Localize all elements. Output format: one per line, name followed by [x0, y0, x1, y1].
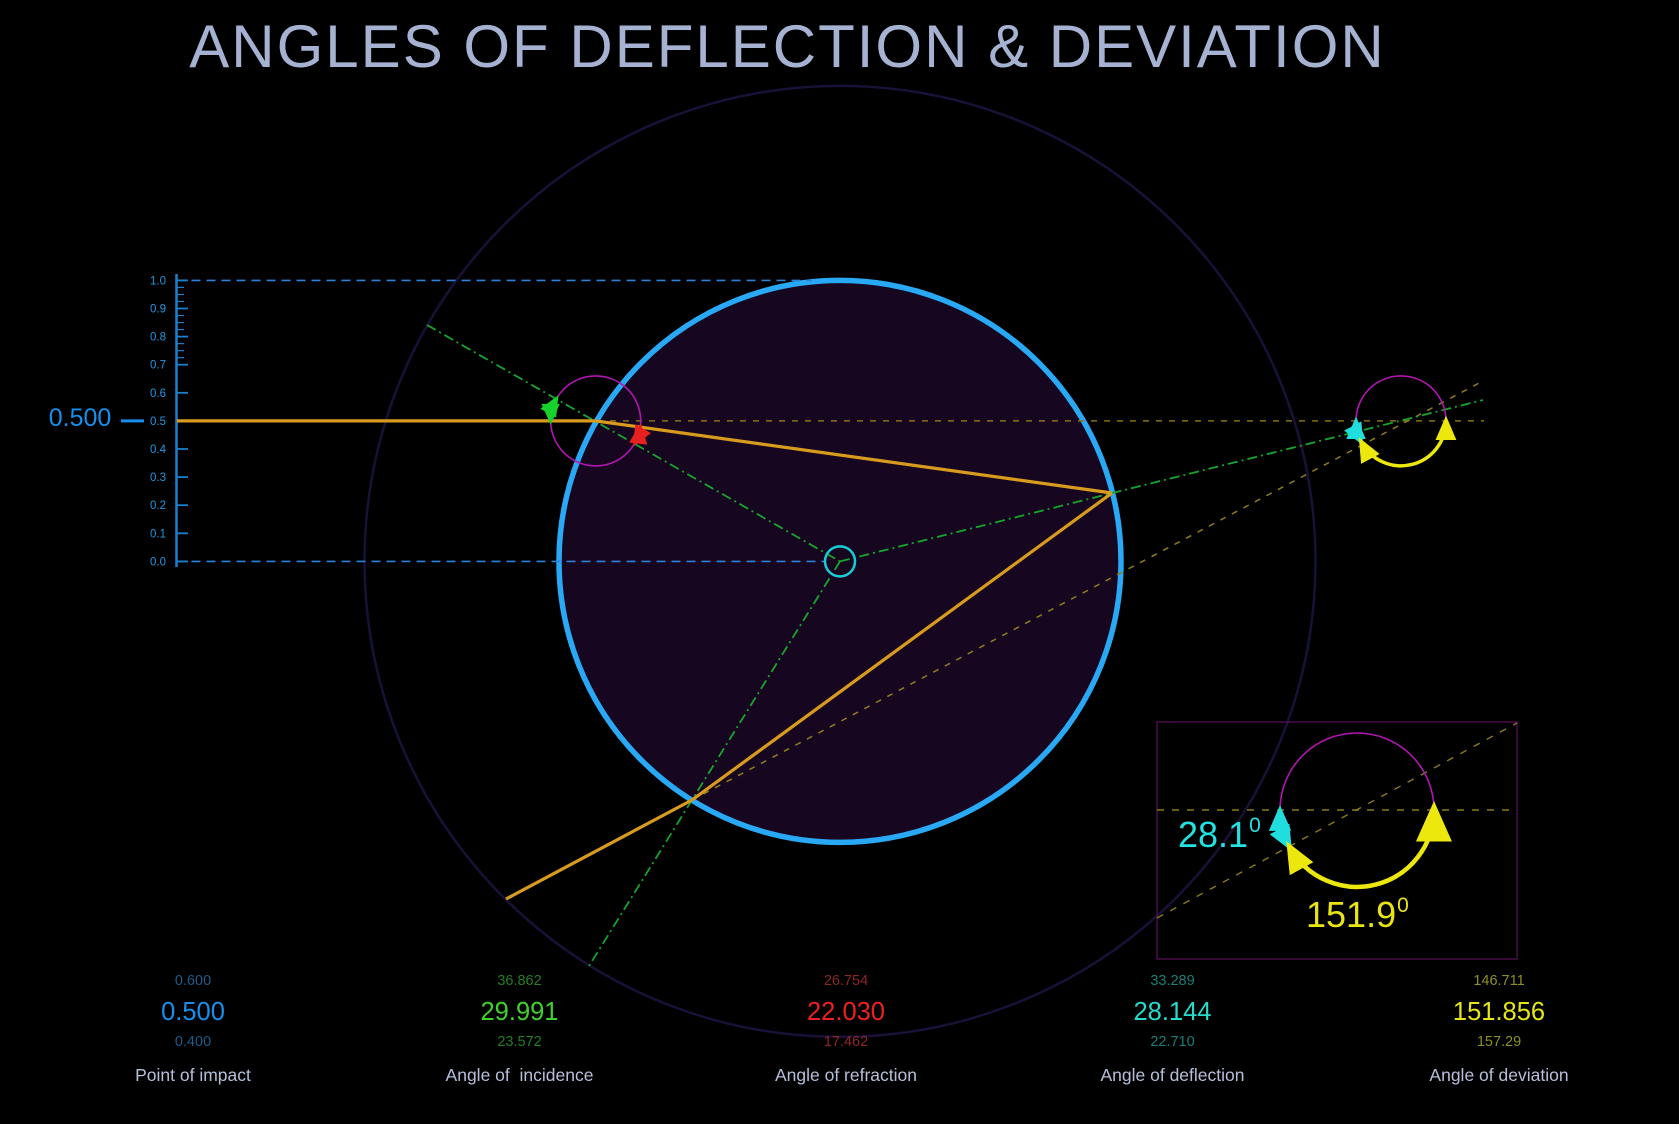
exit-ray — [505, 798, 693, 901]
angle-of-deviation-value-above: 146.711 — [1473, 973, 1525, 989]
angle-of-deviation-column-label: Angle of deviation — [1429, 1065, 1569, 1085]
ruler-tick-label: 1.0 — [150, 275, 166, 287]
point-of-impact-value-below: 0.400 — [174, 1034, 212, 1050]
angle-of-deflection-value-above: 33.289 — [1150, 973, 1195, 989]
ruler-tick-label: 0.0 — [150, 556, 166, 568]
point-of-impact-column-label: Point of impact — [135, 1065, 251, 1085]
angle-of-refraction-column-label: Angle of refraction — [774, 1065, 918, 1085]
angle-of-deflection-column-label: Angle of deflection — [1100, 1065, 1245, 1085]
inset-deviation-value: 151.9 — [1306, 894, 1397, 935]
inset-box — [1156, 721, 1518, 960]
exit-ray-back-extension-dashed — [691, 380, 1484, 801]
internally-reflected-ray — [691, 491, 1113, 802]
point-of-impact-value-above: 0.600 — [174, 973, 212, 989]
ruler-tick-label: 0.9 — [150, 304, 166, 316]
inset-deflection-label: 28.10 — [1178, 814, 1261, 856]
angle-of-incidence-value-above: 36.862 — [497, 973, 542, 989]
deviation-angle-arc — [1358, 415, 1457, 468]
ruler-tick-label: 0.5 — [150, 416, 166, 428]
inset-deflection-value: 28.1 — [1178, 814, 1249, 855]
angle-of-deviation-value-current: 151.856 — [1452, 998, 1546, 1026]
ruler-tick-label: 0.2 — [150, 500, 166, 512]
inset-deflection-sup: 0 — [1249, 814, 1261, 837]
page-title: ANGLES OF DEFLECTION & DEVIATION — [189, 13, 1386, 80]
angle-of-incidence-column-label: Angle of incidence — [445, 1065, 594, 1085]
ruler-tick-label: 0.8 — [150, 332, 166, 344]
angle-of-incidence-value-below: 23.572 — [497, 1034, 542, 1050]
impact-parameter-value[interactable]: 0.500 — [48, 404, 112, 432]
incidence-angle-arc — [540, 395, 560, 425]
angle-of-deflection-value-current: 28.144 — [1133, 998, 1212, 1026]
ruler-tick-label: 0.7 — [150, 360, 166, 372]
droplet-center-marker — [823, 545, 857, 578]
ruler-tick-label: 0.3 — [150, 472, 166, 484]
angle-of-deviation-value-below: 157.29 — [1476, 1034, 1522, 1050]
point-of-impact-value-current: 0.500 — [161, 998, 225, 1026]
inset-deviation-sup: 0 — [1397, 894, 1409, 917]
angle-of-deflection-value-below: 22.710 — [1150, 1034, 1195, 1050]
angle-of-refraction-value-current: 22.030 — [807, 998, 885, 1026]
ruler-tick-label: 0.1 — [150, 528, 166, 540]
deflection-angle-arc — [1344, 416, 1366, 446]
angle-of-refraction-value-below: 17.462 — [823, 1034, 869, 1050]
angle-of-refraction-value-above: 26.754 — [823, 973, 869, 989]
inset-deflection-arc — [1268, 805, 1292, 852]
ruler-tick-label: 0.4 — [150, 444, 167, 456]
inset-deviation-arc — [1286, 801, 1452, 890]
inset-deviation-label: 151.90 — [1306, 894, 1409, 936]
ruler-ticks-and-labels: 1.0 0.9 0.8 0.7 0.6 0.5 0.4 0.3 0.2 0.1 0.0 — [150, 275, 188, 568]
refraction-angle-arc — [629, 423, 652, 447]
angle-of-incidence-value-current: 29.991 — [480, 998, 559, 1026]
refracted-ray — [595, 419, 1113, 495]
ruler-tick-label: 0.6 — [150, 388, 166, 400]
